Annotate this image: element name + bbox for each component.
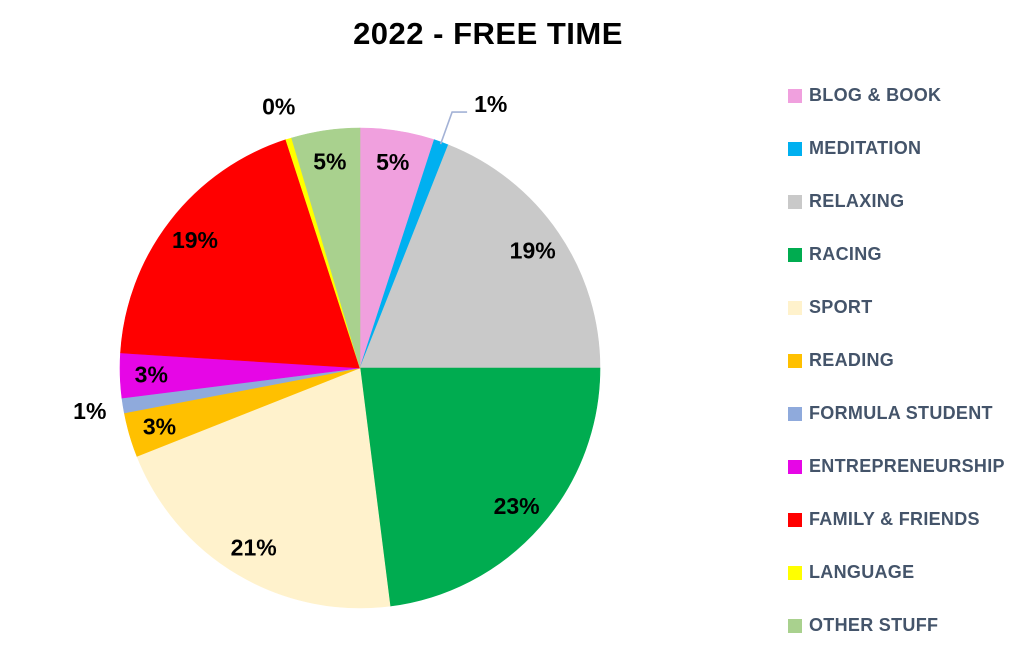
legend-label-family-friends: FAMILY & FRIENDS (809, 509, 980, 529)
pie-label-other-stuff: 5% (313, 148, 346, 174)
pie-slice-sport (136, 367, 391, 609)
pie-label-racing: 23% (494, 493, 540, 519)
legend-item-relaxing: RELAXING (788, 175, 1005, 228)
legend-swatch-formula-student (788, 406, 802, 421)
legend-swatch-other-stuff (788, 618, 802, 633)
legend-swatch-racing (788, 247, 802, 262)
chart-title: 2022 - FREE TIME (353, 16, 623, 51)
legend-item-family-friends: FAMILY & FRIENDS (788, 493, 1005, 546)
pie-label-blog-book: 5% (376, 149, 409, 175)
pie-label-meditation: 1% (474, 91, 507, 117)
legend-label-blog-book: BLOG & BOOK (809, 85, 942, 105)
legend-label-other-stuff: OTHER STUFF (809, 615, 939, 635)
legend-label-sport: SPORT (809, 297, 873, 317)
legend-swatch-reading (788, 353, 802, 368)
pie-slice-relaxing (359, 144, 601, 369)
pie-slice-other-stuff (291, 127, 361, 369)
pie-slice-family-friends (120, 139, 361, 369)
legend-item-racing: RACING (788, 228, 1005, 281)
pie-label-relaxing: 19% (510, 238, 556, 264)
legend-swatch-relaxing (788, 194, 802, 209)
legend-item-reading: READING (788, 334, 1005, 387)
legend-item-formula-student: FORMULA STUDENT (788, 387, 1005, 440)
legend-item-entrepreneurship: ENTREPRENEURSHIP (788, 440, 1005, 493)
legend-swatch-family-friends (788, 512, 802, 527)
legend-swatch-blog-book (788, 88, 802, 103)
pie-label-formula-student: 1% (73, 398, 106, 424)
leader-line-meditation (439, 111, 468, 145)
legend-label-relaxing: RELAXING (809, 191, 905, 211)
legend-item-meditation: MEDITATION (788, 122, 1005, 175)
legend-item-language: LANGUAGE (788, 546, 1005, 599)
pie-label-language: 0% (262, 94, 295, 120)
legend-item-other-stuff: OTHER STUFF (788, 599, 1005, 652)
legend-label-language: LANGUAGE (809, 562, 915, 582)
legend-label-racing: RACING (809, 244, 882, 264)
legend-swatch-language (788, 565, 802, 580)
legend-label-reading: READING (809, 350, 895, 370)
chart-legend: BLOG & BOOK MEDITATION RELAXING RACING SPORT… (788, 69, 1005, 652)
legend-swatch-entrepreneurship (788, 459, 802, 474)
legend-item-blog-book: BLOG & BOOK (788, 69, 1005, 122)
legend-swatch-meditation (788, 141, 802, 156)
legend-label-entrepreneurship: ENTREPRENEURSHIP (809, 456, 1005, 476)
pie-label-entrepreneurship: 3% (135, 362, 168, 388)
pie-slice-racing (359, 367, 601, 607)
pie-label-sport: 21% (231, 535, 277, 561)
legend-item-sport: SPORT (788, 281, 1005, 334)
pie-label-family-friends: 19% (172, 227, 218, 253)
legend-label-formula-student: FORMULA STUDENT (809, 403, 993, 423)
pie-label-reading: 3% (143, 413, 176, 439)
legend-label-meditation: MEDITATION (809, 138, 922, 158)
legend-swatch-sport (788, 300, 802, 315)
